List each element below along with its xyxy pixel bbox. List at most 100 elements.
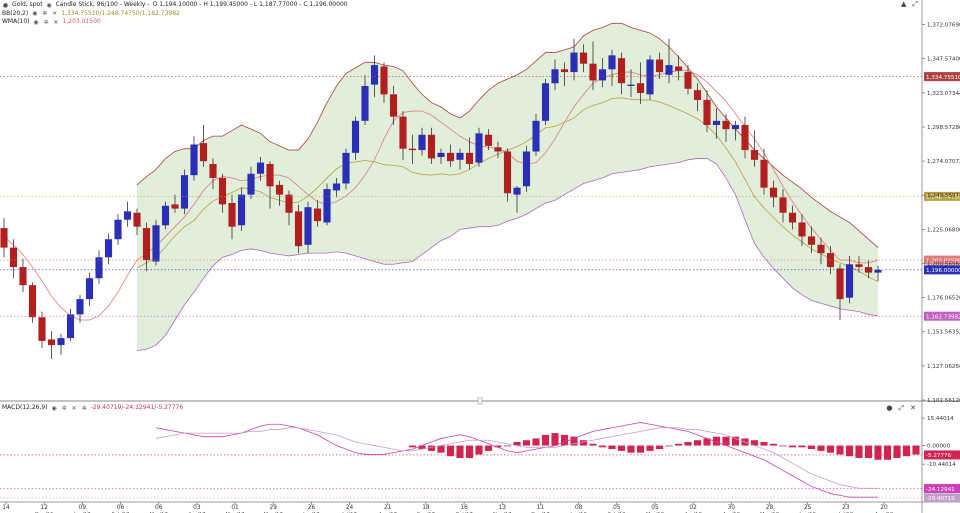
- macd-histogram-bar: [826, 445, 835, 453]
- macd-histogram-bar: [608, 445, 616, 450]
- candle: [9, 239, 18, 279]
- triangle-up-icon[interactable]: ▲: [901, 0, 907, 8]
- eye-icon[interactable]: ◉: [51, 404, 57, 412]
- candle: [285, 190, 293, 226]
- macd-histogram-bar: [769, 443, 778, 446]
- x-tick-label: 09: [79, 505, 87, 511]
- macd-histogram-bar: [465, 445, 474, 458]
- y-tick-label: 1,249.56974: [927, 193, 960, 199]
- candle: [665, 38, 673, 84]
- macd-histogram-bar: [627, 445, 635, 453]
- macd-price-label: -29.40719: [926, 496, 955, 502]
- candle: [836, 264, 844, 320]
- macd-histogram-bar: [427, 445, 436, 451]
- y-tick-label: 1,127.06256: [927, 364, 960, 370]
- candle: [266, 161, 274, 209]
- candle: [133, 208, 141, 236]
- candle: [722, 113, 730, 142]
- eye-icon[interactable]: ◉: [46, 1, 52, 9]
- gear-icon[interactable]: ✲: [43, 18, 49, 26]
- candle: [579, 44, 588, 73]
- candle: [399, 111, 407, 160]
- macd-histogram-bar: [532, 438, 540, 446]
- x-tick-label: 13: [499, 505, 507, 511]
- candle: [541, 79, 550, 125]
- x-tick-label: 12: [40, 505, 48, 511]
- wma-label: WMA(10): [2, 18, 30, 25]
- candle: [389, 85, 398, 125]
- legend-main: ● Gold, spot ◉ Candle Stick, 96/100 - Weekl…: [2, 1, 348, 27]
- candle: [294, 204, 303, 254]
- close-icon[interactable]: ✕: [52, 10, 58, 18]
- gear-icon[interactable]: ✲: [61, 404, 67, 412]
- candle: [47, 331, 56, 359]
- x-tick-label: 08: [575, 505, 583, 511]
- main-price-label: 1,334.75510: [926, 75, 960, 81]
- candle: [437, 148, 445, 164]
- close-icon[interactable]: ✕: [53, 18, 59, 26]
- close-icon[interactable]: ✕: [71, 404, 77, 412]
- candle: [161, 201, 170, 230]
- x-tick-label: 02: [689, 505, 697, 511]
- macd-histogram-bar: [494, 445, 502, 448]
- macd-histogram-bar: [589, 443, 597, 446]
- macd-histogram-bar: [703, 438, 711, 446]
- macd-histogram-bar: [893, 445, 901, 458]
- y-tick-label: 1,225.06800: [927, 227, 960, 233]
- candle: [190, 136, 198, 181]
- candle: [275, 180, 284, 206]
- x-tick-label: 21: [384, 505, 392, 511]
- macd-histogram-bar: [712, 436, 721, 446]
- x-tick-label: 24: [346, 505, 354, 511]
- candle: [684, 65, 692, 95]
- candle: [66, 308, 75, 341]
- macd-histogram-bar: [598, 445, 607, 448]
- legend-macd: MACD(12,26,9) ◉ ✲ ✕ ✲ -29.40719/-24.12941/-5.…: [2, 404, 183, 413]
- candle: [199, 124, 208, 167]
- candle: [788, 205, 797, 230]
- macd-histogram-bar: [579, 440, 588, 446]
- expand-icon[interactable]: ⤢: [912, 0, 918, 8]
- candle: [237, 187, 246, 231]
- wma-values: 1,203.01500: [62, 18, 101, 25]
- macd-histogram-bar: [408, 445, 417, 448]
- x-tick-label: 28: [766, 505, 774, 511]
- gear-icon[interactable]: ✲: [42, 10, 48, 18]
- macd-price-label: -5.27776: [926, 453, 952, 459]
- candle: [779, 189, 787, 223]
- main-price-label: 1,248.74750: [926, 195, 960, 201]
- gear-icon[interactable]: ✲: [81, 404, 87, 412]
- candle: [769, 180, 778, 208]
- y-tick-label: 1,200.56564: [927, 261, 960, 267]
- macd-histogram-bar: [437, 445, 445, 453]
- candle: [589, 41, 597, 91]
- candle: [513, 186, 521, 213]
- expand-icon[interactable]: ⤢: [898, 404, 905, 412]
- y-tick-label: 1,323.07344: [927, 91, 960, 97]
- candle: [646, 55, 654, 100]
- macd-price-label: -24.12941: [926, 487, 955, 493]
- macd-histogram-bar: [693, 440, 702, 446]
- eye-icon[interactable]: ◉: [32, 10, 38, 18]
- candle: [418, 127, 426, 156]
- candle: [0, 218, 8, 258]
- macd-histogram-bar: [484, 445, 493, 451]
- eye-icon[interactable]: ◉: [33, 18, 39, 26]
- y-tick-label: 1,151.56352: [927, 330, 960, 336]
- candle: [874, 265, 882, 281]
- dot-icon[interactable]: ●: [886, 404, 893, 412]
- candle: [494, 141, 502, 159]
- macd-pane-controls: ● ⤢ ✕: [886, 404, 916, 413]
- macd-histogram-bar: [646, 445, 654, 451]
- macd-histogram-bar: [655, 445, 664, 450]
- candle: [323, 183, 331, 226]
- candle: [342, 148, 350, 190]
- candle: [693, 83, 702, 112]
- candle: [209, 158, 217, 190]
- macd-histogram-bar: [636, 445, 645, 453]
- x-tick-label: 18: [422, 505, 430, 511]
- close-window-icon[interactable]: ✕: [910, 404, 916, 412]
- candle: [180, 169, 189, 215]
- x-tick-label: 26: [308, 505, 316, 511]
